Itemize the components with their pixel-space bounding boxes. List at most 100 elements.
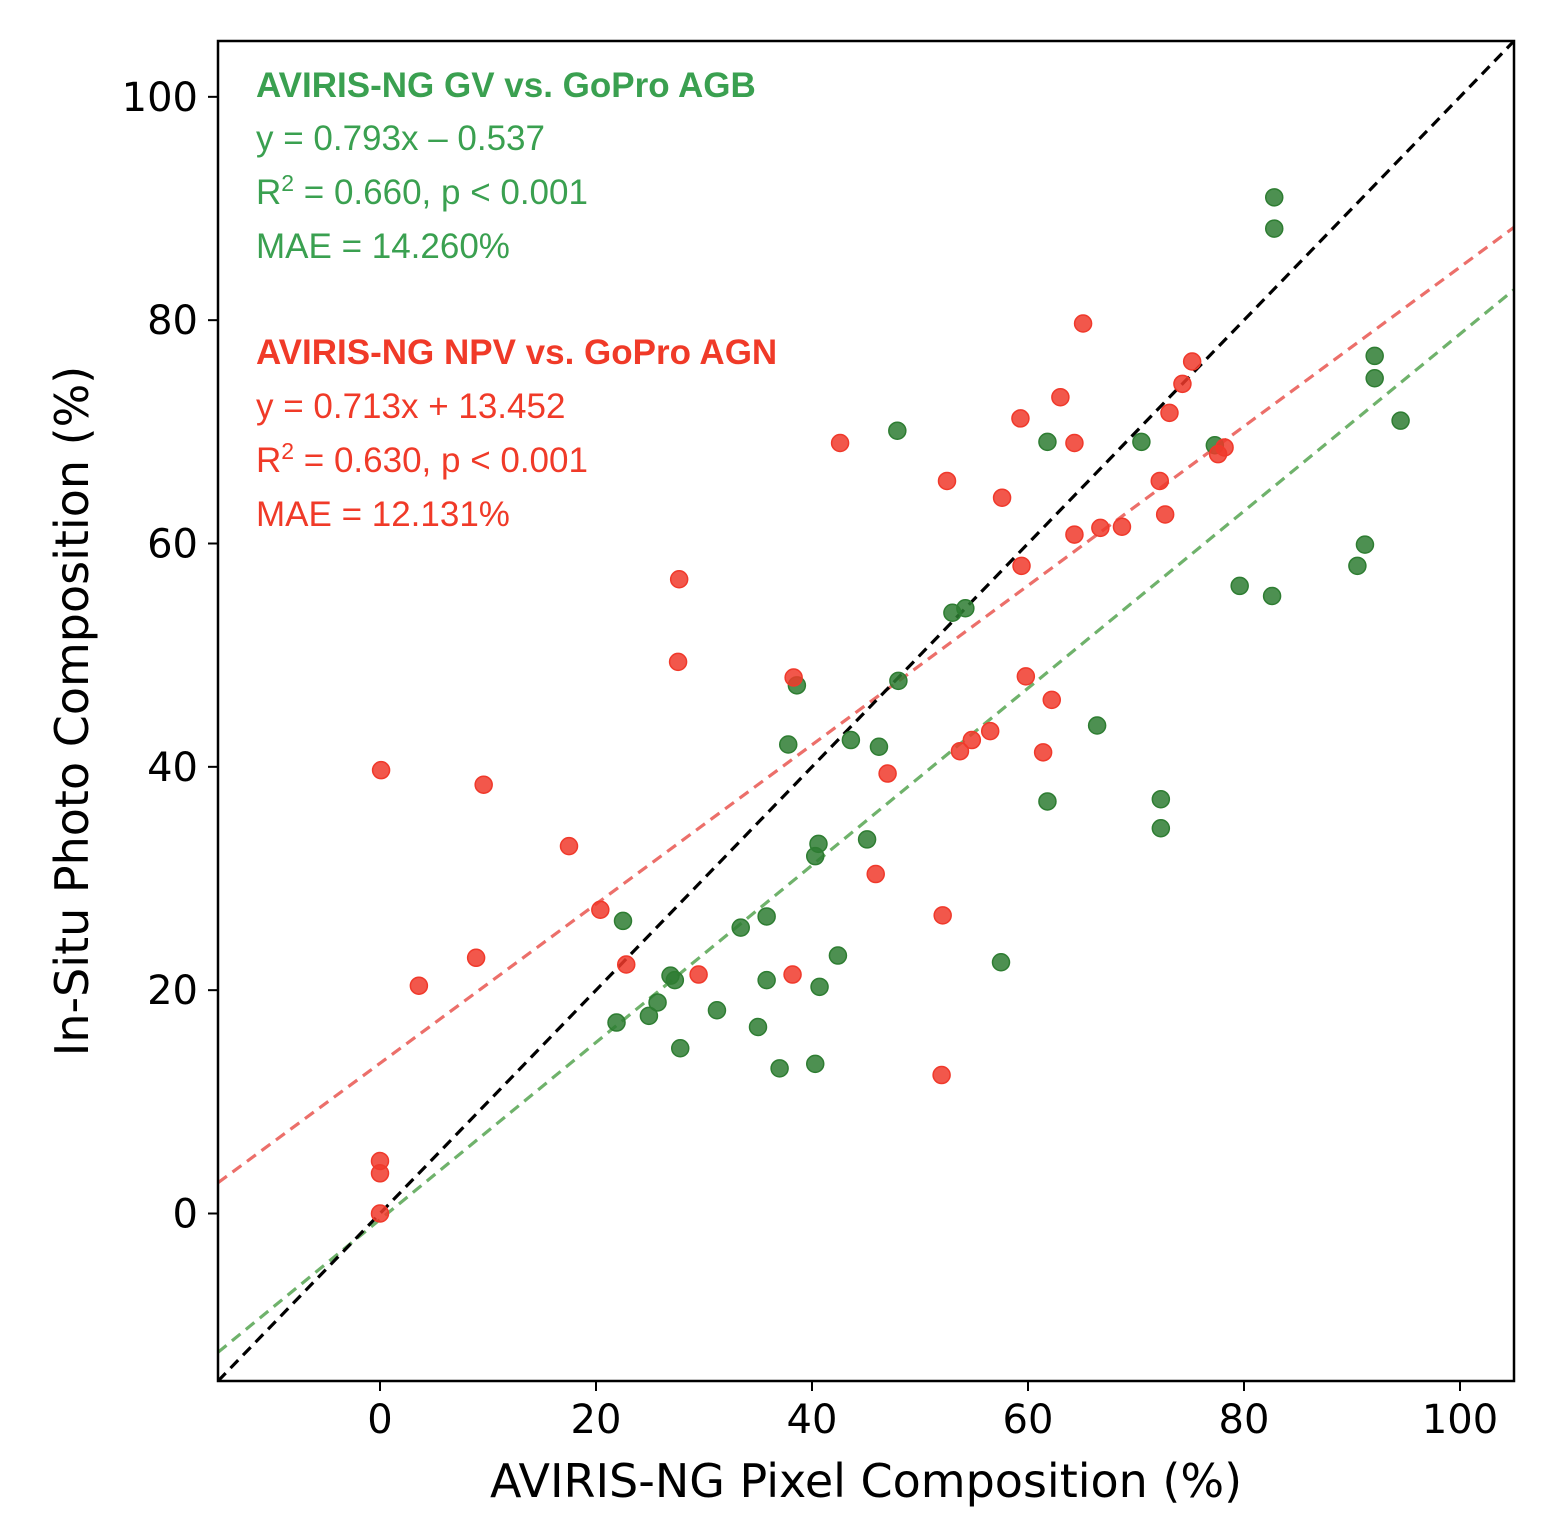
gv-point [810, 977, 829, 997]
gv-point [1230, 576, 1249, 596]
gv-point [956, 599, 975, 618]
gv-r2-sup: 2 [281, 170, 294, 196]
gv-point [770, 1059, 789, 1078]
npv-point [559, 836, 579, 856]
gv-r2: R2 = 0.660, p < 0.001 [256, 170, 588, 212]
npv-point [616, 955, 636, 974]
npv-point [932, 1065, 951, 1085]
npv-point [1033, 743, 1053, 762]
x-tick-label: 40 [787, 1397, 838, 1443]
gv-point [869, 737, 889, 756]
x-tick-label: 100 [1422, 1397, 1498, 1443]
npv-point [1016, 667, 1036, 686]
gv-point [1151, 819, 1171, 838]
x-tick-label: 60 [1003, 1397, 1054, 1443]
npv-point [962, 730, 982, 750]
y-tick-label: 80 [147, 298, 198, 344]
npv-r2-rest: = 0.630, p < 0.001 [294, 441, 588, 480]
gv-point [991, 953, 1011, 972]
npv-equation: y = 0.713x + 13.452 [256, 387, 565, 426]
npv-point [466, 948, 486, 968]
npv-point [933, 906, 952, 925]
npv-point [669, 569, 689, 589]
y-axis-label: In-Situ Photo Composition (%) [45, 366, 99, 1056]
gv-point [778, 735, 798, 754]
npv-point [1012, 556, 1031, 576]
one-to-one-line [218, 41, 1514, 1381]
npv-point [783, 965, 802, 984]
gv-point [888, 421, 907, 440]
gv-point [857, 830, 877, 849]
npv-point [1065, 433, 1084, 453]
npv-point [937, 471, 957, 491]
npv-point [830, 433, 850, 453]
gv-annotation: AVIRIS-NG GV vs. GoPro AGB y = 0.793x – … [256, 66, 756, 266]
npv-point [1150, 471, 1170, 491]
gv-fit-line [218, 288, 1514, 1354]
gv-point [639, 1006, 659, 1026]
npv-title: AVIRIS-NG NPV vs. GoPro AGN [256, 333, 777, 372]
npv-point [1051, 387, 1070, 407]
npv-point [1155, 505, 1175, 524]
gv-point [1132, 432, 1151, 452]
npv-point [784, 668, 803, 687]
gv-point [670, 1038, 690, 1058]
gv-r2-prefix: R [256, 173, 281, 212]
npv-point [866, 864, 885, 884]
gv-point [613, 911, 633, 931]
npv-fit-line [218, 226, 1514, 1185]
y-tick-label: 100 [122, 75, 198, 121]
gv-r2-rest: = 0.660, p < 0.001 [294, 173, 588, 212]
npv-point [950, 741, 970, 761]
npv-r2-sup: 2 [281, 438, 294, 464]
fit-lines [218, 41, 1514, 1381]
npv-point [1112, 517, 1132, 536]
gv-point [889, 671, 908, 691]
npv-point [371, 760, 391, 780]
npv-point [1042, 690, 1062, 710]
gv-point [1262, 586, 1282, 606]
gv-point [757, 907, 776, 926]
gv-point [607, 1013, 626, 1032]
npv-point [1160, 403, 1179, 423]
y-tick-label: 0 [173, 1192, 198, 1238]
gv-point [1355, 535, 1375, 554]
npv-point [878, 764, 897, 783]
gv-point [1151, 789, 1171, 809]
gv-point [828, 946, 848, 965]
npv-r2-prefix: R [256, 441, 281, 480]
gv-point [841, 730, 861, 750]
npv-point [1065, 525, 1084, 544]
npv-r2: R2 = 0.630, p < 0.001 [256, 438, 588, 480]
gv-point [665, 970, 685, 990]
gv-point [1348, 556, 1367, 576]
data-points [370, 188, 1410, 1223]
gv-point [731, 918, 750, 937]
npv-point [1011, 409, 1030, 428]
npv-point [1091, 518, 1110, 538]
npv-point [1208, 444, 1228, 464]
gv-point [805, 1054, 825, 1074]
gv-point [1391, 411, 1410, 430]
y-tick-label: 40 [147, 745, 198, 791]
gv-equation: y = 0.793x – 0.537 [256, 119, 545, 158]
x-tick-label: 20 [571, 1397, 622, 1443]
gv-point [1087, 716, 1107, 735]
gv-point [1038, 792, 1057, 811]
x-axis-ticks: 0 20 40 60 80 100 [367, 1381, 1498, 1443]
npv-point [992, 488, 1012, 507]
gv-point [707, 1001, 727, 1020]
npv-point [370, 1204, 390, 1223]
gv-point [748, 1017, 768, 1037]
npv-point [370, 1164, 390, 1183]
npv-mae: MAE = 12.131% [256, 495, 510, 534]
gv-point [1038, 432, 1057, 452]
npv-point [1073, 314, 1093, 333]
gv-point [1264, 219, 1284, 238]
npv-point [1182, 352, 1202, 371]
plot-frame [216, 39, 1516, 1383]
npv-point [409, 976, 429, 995]
gv-mae: MAE = 14.260% [256, 227, 510, 266]
npv-point [1173, 374, 1192, 394]
npv-point [591, 900, 610, 920]
